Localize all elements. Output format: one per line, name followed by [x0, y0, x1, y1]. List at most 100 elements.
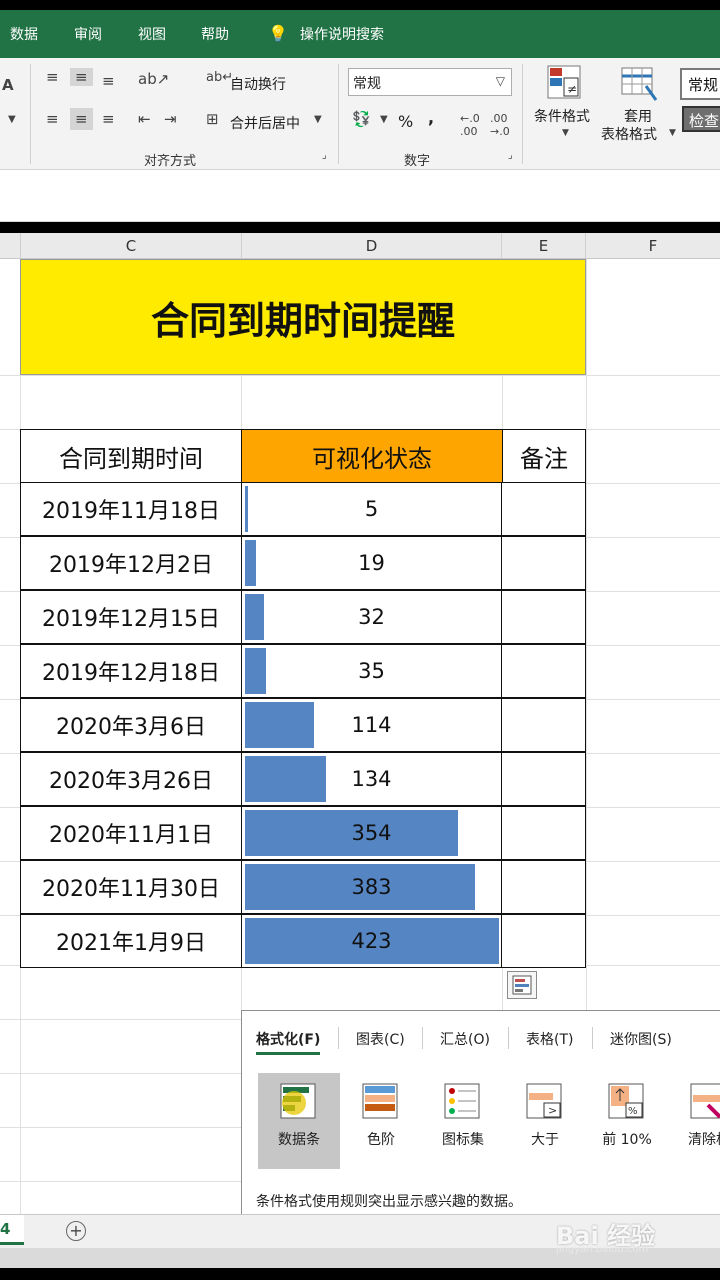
- merge-center-button[interactable]: 合并后居中: [230, 116, 300, 132]
- value-text: 19: [358, 551, 385, 575]
- cell-style-normal[interactable]: 常规: [680, 68, 720, 100]
- date-cell[interactable]: 2019年12月2日: [20, 536, 242, 590]
- value-cell[interactable]: 32: [241, 590, 502, 644]
- format-as-table-line1[interactable]: 套用: [624, 109, 652, 125]
- worksheet-grid[interactable]: 合同到期时间提醒 合同到期时间 可视化状态 备注 2019年11月18日 5 2…: [0, 259, 720, 1214]
- date-cell[interactable]: 2019年12月18日: [20, 644, 242, 698]
- chevron-down-icon[interactable]: ▼: [314, 114, 322, 125]
- qa-item-color-scale[interactable]: 色阶: [340, 1073, 422, 1169]
- gridline: [0, 375, 720, 376]
- dialog-launcher-icon[interactable]: ⌟: [508, 150, 513, 161]
- column-header-d[interactable]: D: [242, 233, 502, 259]
- value-text: 134: [351, 767, 392, 791]
- conditional-format-button[interactable]: 条件格式: [534, 109, 590, 125]
- qa-tab-formatting[interactable]: 格式化(F): [256, 1029, 321, 1055]
- value-cell[interactable]: 383: [241, 860, 502, 914]
- qa-tab-totals[interactable]: 汇总(O): [440, 1032, 490, 1048]
- align-bottom-icon[interactable]: ≡: [102, 72, 115, 90]
- orientation-icon[interactable]: ab↗: [138, 70, 170, 88]
- note-cell[interactable]: [501, 914, 586, 968]
- title-cell[interactable]: 合同到期时间提醒: [20, 259, 586, 375]
- date-cell[interactable]: 2020年11月1日: [20, 806, 242, 860]
- currency-icon[interactable]: 💱: [352, 110, 371, 128]
- chevron-down-icon[interactable]: ▼: [562, 128, 569, 138]
- increase-indent-icon[interactable]: ⇥: [164, 110, 177, 128]
- table-row: 2019年12月2日 19: [20, 536, 586, 590]
- align-center-icon[interactable]: ≡: [70, 108, 93, 130]
- note-cell[interactable]: [501, 752, 586, 806]
- note-cell[interactable]: [501, 536, 586, 590]
- header-cell-notes[interactable]: 备注: [502, 429, 586, 483]
- value-cell[interactable]: 423: [241, 914, 502, 968]
- align-right-icon[interactable]: ≡: [102, 110, 115, 128]
- cell-style-normal-label: 常规: [688, 76, 719, 94]
- value-cell[interactable]: 35: [241, 644, 502, 698]
- note-cell[interactable]: [501, 860, 586, 914]
- date-cell[interactable]: 2019年11月18日: [20, 482, 242, 536]
- qa-item-icon-set[interactable]: 图标集: [422, 1073, 504, 1169]
- date-cell[interactable]: 2020年3月26日: [20, 752, 242, 806]
- qa-tab-sparklines[interactable]: 迷你图(S): [610, 1032, 672, 1048]
- chevron-down-icon[interactable]: ▼: [8, 114, 16, 125]
- note-cell[interactable]: [501, 644, 586, 698]
- note-cell[interactable]: [501, 806, 586, 860]
- date-cell[interactable]: 2021年1月9日: [20, 914, 242, 968]
- value-text: 383: [351, 875, 392, 899]
- value-cell[interactable]: 5: [241, 482, 502, 536]
- add-sheet-icon[interactable]: +: [66, 1221, 86, 1241]
- tab-review[interactable]: 审阅: [74, 27, 102, 43]
- decrease-indent-icon[interactable]: ⇤: [138, 110, 151, 128]
- note-cell[interactable]: [501, 698, 586, 752]
- value-cell[interactable]: 19: [241, 536, 502, 590]
- gridline: [586, 259, 587, 1214]
- wrap-text-icon: ab↵: [206, 70, 234, 85]
- tab-data[interactable]: 数据: [10, 27, 38, 43]
- value-text: 354: [351, 821, 392, 845]
- qa-tab-charts[interactable]: 图表(C): [356, 1032, 405, 1048]
- qa-item-data-bars[interactable]: 数据条: [258, 1073, 340, 1169]
- number-format-dropdown[interactable]: 常规 ▽: [348, 68, 512, 96]
- column-header-e[interactable]: E: [502, 233, 586, 259]
- status-bar: [0, 1248, 720, 1268]
- svg-text:≠: ≠: [567, 82, 577, 96]
- quick-analysis-button[interactable]: [507, 971, 537, 999]
- tab-help[interactable]: 帮助: [201, 27, 229, 43]
- align-left-icon[interactable]: ≡: [46, 110, 59, 128]
- chevron-down-icon[interactable]: ▼: [669, 128, 676, 138]
- chevron-down-icon[interactable]: ▼: [380, 114, 388, 125]
- column-header-c[interactable]: C: [21, 233, 242, 259]
- note-cell[interactable]: [501, 482, 586, 536]
- percent-style-button[interactable]: %: [398, 112, 414, 131]
- qa-item-top-10[interactable]: % 前 10%: [586, 1073, 668, 1169]
- data-bar: [245, 486, 248, 532]
- align-middle-icon[interactable]: ≡: [70, 68, 93, 86]
- column-header-f[interactable]: F: [648, 237, 658, 255]
- decrease-decimal-icon[interactable]: .00 →.0: [490, 112, 510, 138]
- header-cell-due-date[interactable]: 合同到期时间: [20, 429, 242, 483]
- font-size-icon[interactable]: A: [2, 76, 14, 94]
- dialog-launcher-icon[interactable]: ⌟: [322, 150, 327, 161]
- wrap-text-button[interactable]: 自动换行: [230, 77, 286, 93]
- sheet-tab-active[interactable]: 4: [0, 1215, 24, 1245]
- column-header[interactable]: [0, 233, 21, 259]
- qa-tab-tables[interactable]: 表格(T): [526, 1032, 574, 1048]
- align-top-icon[interactable]: ≡: [46, 68, 59, 86]
- increase-decimal-icon[interactable]: ←.0.00: [460, 112, 480, 138]
- conditional-format-icon: ≠: [547, 65, 581, 99]
- date-cell[interactable]: 2019年12月15日: [20, 590, 242, 644]
- cell-style-check[interactable]: 检查: [682, 106, 720, 132]
- tab-view[interactable]: 视图: [138, 27, 166, 43]
- date-cell[interactable]: 2020年3月6日: [20, 698, 242, 752]
- qa-item-clear-format[interactable]: 清除格: [668, 1073, 720, 1169]
- note-cell[interactable]: [501, 590, 586, 644]
- tell-me-search[interactable]: 操作说明搜索: [300, 27, 384, 43]
- comma-style-button[interactable]: ,: [428, 108, 435, 127]
- format-as-table-line2[interactable]: 表格格式: [601, 127, 657, 143]
- qa-item-greater-than[interactable]: > 大于: [504, 1073, 586, 1169]
- table-row: 2019年12月15日 32: [20, 590, 586, 644]
- header-cell-visual-status[interactable]: 可视化状态: [241, 429, 503, 483]
- value-cell[interactable]: 134: [241, 752, 502, 806]
- value-cell[interactable]: 354: [241, 806, 502, 860]
- date-cell[interactable]: 2020年11月30日: [20, 860, 242, 914]
- value-cell[interactable]: 114: [241, 698, 502, 752]
